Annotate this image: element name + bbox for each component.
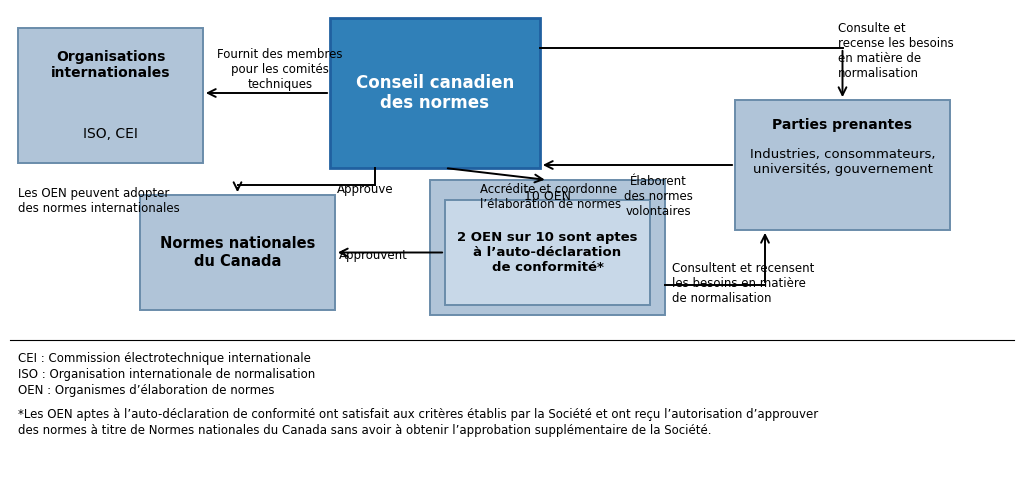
Bar (330, 18, 540, 168)
Bar (18, 28, 203, 163)
Text: OEN : Organismes d’élaboration de normes: OEN : Organismes d’élaboration de normes (18, 384, 274, 397)
Bar (430, 180, 665, 315)
Text: Approuve: Approuve (337, 183, 393, 196)
Bar (140, 195, 335, 310)
Text: Les OEN peuvent adopter
des normes internationales: Les OEN peuvent adopter des normes inter… (18, 187, 180, 215)
Bar (735, 100, 950, 230)
Text: 10 OEN: 10 OEN (523, 190, 570, 203)
Text: ISO : Organisation internationale de normalisation: ISO : Organisation internationale de nor… (18, 368, 315, 381)
Text: 2 OEN sur 10 sont aptes
à l’auto-déclaration
de conformité*: 2 OEN sur 10 sont aptes à l’auto-déclara… (458, 231, 638, 274)
Text: Industries, consommateurs,
universités, gouvernement: Industries, consommateurs, universités, … (750, 148, 935, 176)
Text: Consultent et recensent
les besoins en matière
de normalisation: Consultent et recensent les besoins en m… (672, 262, 814, 305)
Text: Conseil canadien
des normes: Conseil canadien des normes (356, 73, 514, 112)
Text: *Les OEN aptes à l’auto-déclaration de conformité ont satisfait aux critères éta: *Les OEN aptes à l’auto-déclaration de c… (18, 408, 818, 421)
Text: Élaborent
des normes
volontaires: Élaborent des normes volontaires (624, 175, 692, 218)
Text: Fournit des membres
pour les comités
techniques: Fournit des membres pour les comités tec… (217, 48, 343, 91)
Text: des normes à titre de Normes nationales du Canada sans avoir à obtenir l’approba: des normes à titre de Normes nationales … (18, 424, 712, 437)
Text: CEI : Commission électrotechnique internationale: CEI : Commission électrotechnique intern… (18, 352, 311, 365)
Text: ISO, CEI: ISO, CEI (83, 127, 138, 141)
Text: Consulte et
recense les besoins
en matière de
normalisation: Consulte et recense les besoins en matiè… (838, 22, 953, 80)
Bar (445, 200, 650, 305)
Text: Organisations
internationales: Organisations internationales (51, 50, 170, 80)
Text: Parties prenantes: Parties prenantes (772, 118, 912, 132)
Text: Accrédite et coordonne
l’élaboration de normes: Accrédite et coordonne l’élaboration de … (480, 183, 622, 211)
Text: Normes nationales
du Canada: Normes nationales du Canada (160, 237, 315, 268)
Text: Approuvent: Approuvent (339, 250, 408, 262)
